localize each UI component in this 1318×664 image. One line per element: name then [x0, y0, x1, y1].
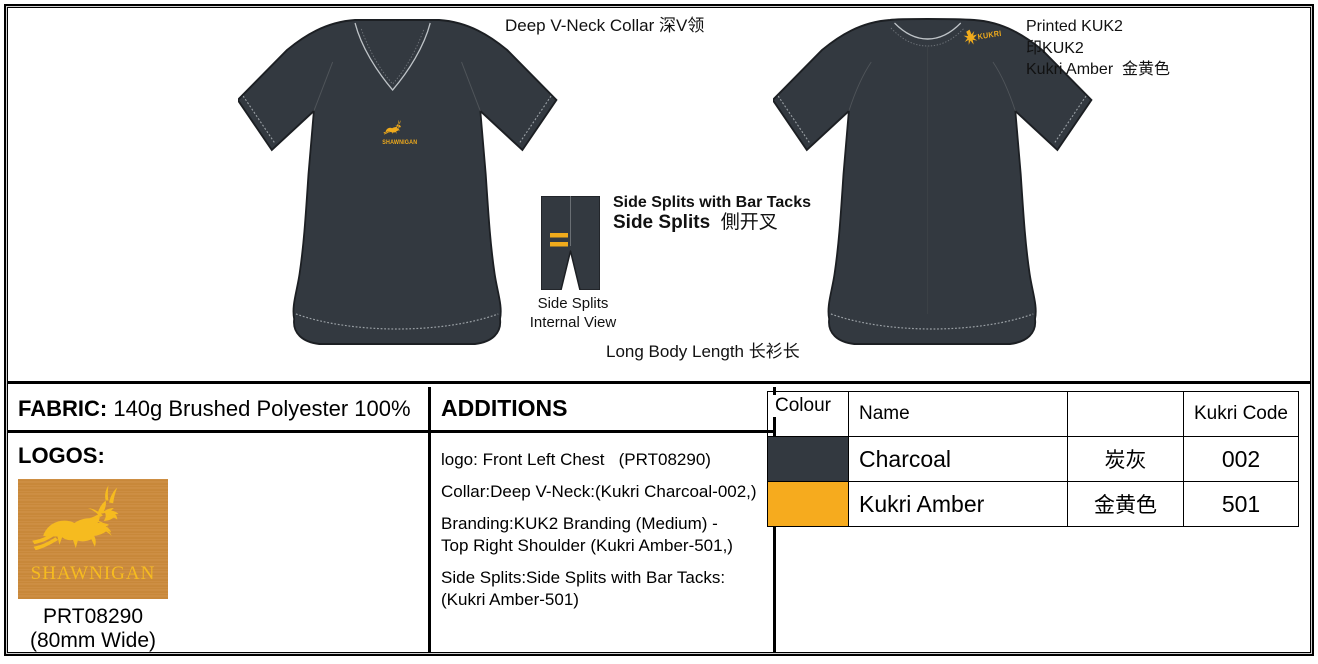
svg-text:SHAWNIGAN: SHAWNIGAN	[382, 140, 417, 146]
svg-text:SHAWNIGAN: SHAWNIGAN	[31, 563, 156, 584]
